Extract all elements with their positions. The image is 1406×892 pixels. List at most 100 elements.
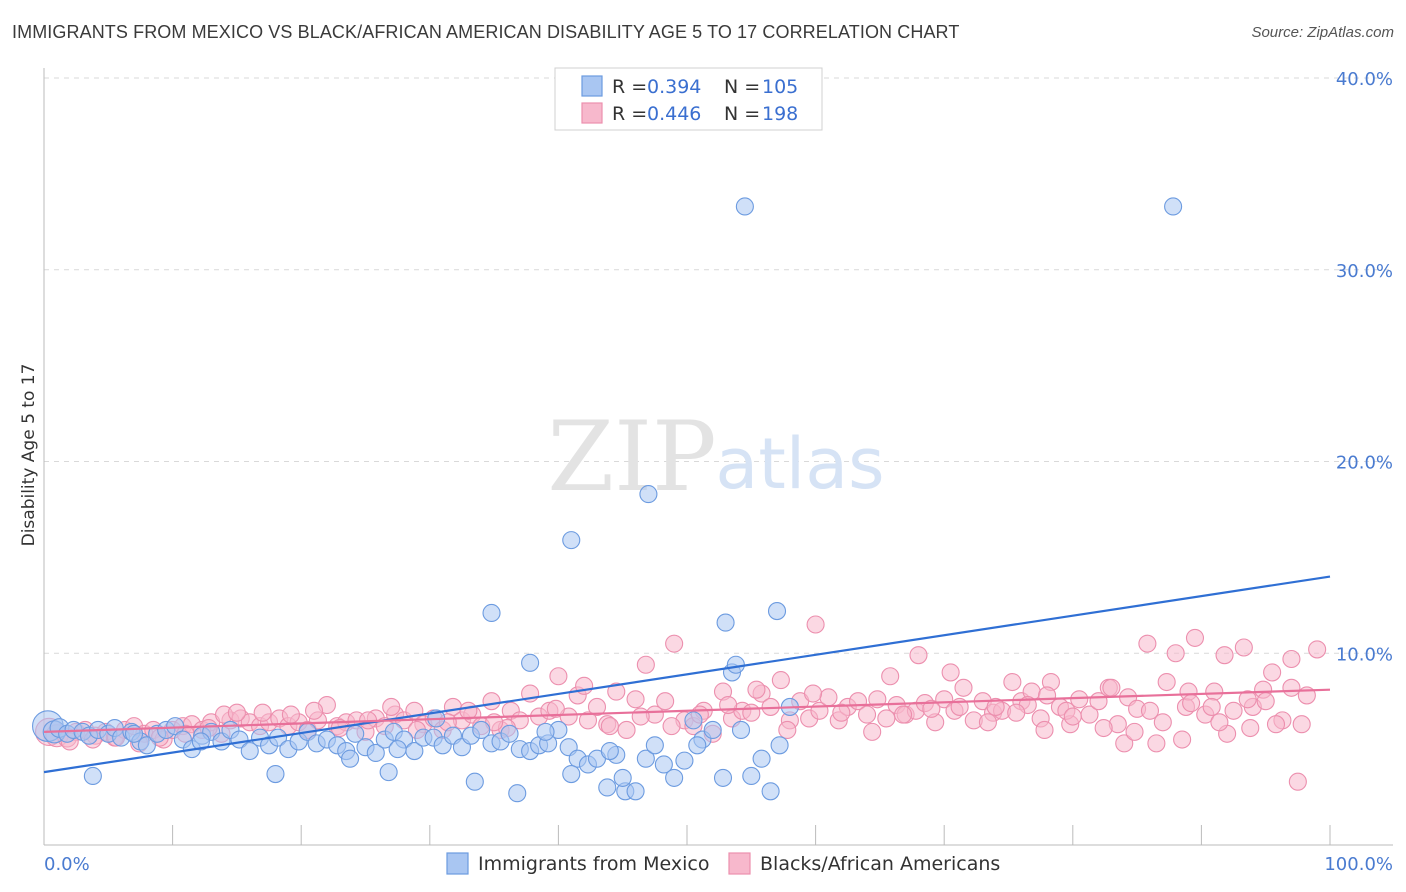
blue-point-83 xyxy=(465,772,484,791)
pink-point-117 xyxy=(1166,644,1185,663)
pink-point-172 xyxy=(1007,703,1026,722)
blue-point-24 xyxy=(240,741,259,761)
pink-point-141 xyxy=(986,697,1005,716)
blue-point-61 xyxy=(598,778,617,797)
legend-r-label-blue: R = xyxy=(612,76,647,98)
x-tick-label-1: 100.0% xyxy=(1324,854,1393,875)
pink-point-152 xyxy=(305,701,324,720)
pink-point-153 xyxy=(382,697,401,716)
pink-point-192 xyxy=(281,705,300,724)
legend-n-value-blue: 105 xyxy=(762,76,798,98)
pink-point-164 xyxy=(778,720,797,740)
y-tick-label-3: 40.0% xyxy=(1336,69,1393,90)
legend-r-value-blue: 0.394 xyxy=(647,76,701,98)
watermark: ZIP atlas xyxy=(547,401,884,513)
pink-point-182 xyxy=(1282,678,1301,697)
pink-point-177 xyxy=(1153,713,1172,732)
blue-point-93 xyxy=(767,602,787,621)
pink-point-76 xyxy=(771,671,790,690)
blue-point-77 xyxy=(752,749,771,768)
pink-point-95 xyxy=(954,678,973,697)
pink-point-53 xyxy=(549,667,568,686)
pink-point-129 xyxy=(1282,649,1301,669)
legend-r-value-pink: 0.446 xyxy=(647,103,701,125)
blue-point-94 xyxy=(735,197,754,216)
pink-point-133 xyxy=(806,615,825,634)
bottom-legend-swatch-blue xyxy=(446,852,469,875)
pink-point-173 xyxy=(1035,720,1054,740)
pink-point-124 xyxy=(1234,638,1253,657)
pink-point-162 xyxy=(719,695,738,715)
pink-point-168 xyxy=(893,705,913,724)
blue-point-78 xyxy=(761,782,780,801)
pink-point-73 xyxy=(742,703,761,722)
blue-point-82 xyxy=(266,765,285,784)
chart-title: IMMIGRANTS FROM MEXICO VS BLACK/AFRICAN … xyxy=(12,22,960,42)
blue-point-37 xyxy=(366,743,385,763)
chart-source: Source: ZipAtlas.com xyxy=(1251,24,1394,41)
legend-n-label-pink: N = xyxy=(724,103,760,125)
pink-point-176 xyxy=(1125,722,1144,741)
blue-point-72 xyxy=(703,720,722,740)
pink-point-61 xyxy=(626,690,645,709)
pink-point-166 xyxy=(832,703,851,722)
pink-point-180 xyxy=(1238,690,1257,709)
pink-trend-line xyxy=(43,688,1331,733)
y-axis-title: Disability Age 5 to 17 xyxy=(19,364,39,547)
y-tick-label-1: 20.0% xyxy=(1336,453,1393,474)
pink-point-171 xyxy=(978,713,997,732)
blue-point-98 xyxy=(600,741,619,761)
blue-point-81 xyxy=(83,766,102,786)
blue-point-73 xyxy=(713,768,733,787)
correlation-legend: R = 0.394 N = 105 R = 0.446 N = 198 xyxy=(554,67,823,131)
watermark-zip: ZIP xyxy=(547,401,716,513)
pink-point-60 xyxy=(617,720,636,740)
pink-point-87 xyxy=(877,709,896,728)
pink-point-178 xyxy=(1182,694,1201,713)
bottom-legend-label-blue: Immigrants from Mexico xyxy=(478,853,709,875)
pink-point-138 xyxy=(1173,730,1192,749)
blue-point-68 xyxy=(665,768,684,787)
blue-point-65 xyxy=(636,749,655,768)
pink-point-144 xyxy=(1115,734,1134,753)
blue-point-97 xyxy=(688,736,707,755)
pink-point-115 xyxy=(1147,734,1166,753)
pink-point-159 xyxy=(631,707,650,726)
blue-point-96 xyxy=(521,653,540,672)
series-blue-points xyxy=(32,197,1183,803)
blue-point-95 xyxy=(1164,197,1183,216)
grid-lines xyxy=(44,77,1393,654)
blue-point-92 xyxy=(726,655,745,674)
pink-point-140 xyxy=(909,646,928,665)
pink-point-46 xyxy=(482,692,501,711)
blue-point-69 xyxy=(675,751,694,770)
legend-swatch-pink xyxy=(581,102,603,124)
blue-point-16 xyxy=(166,717,185,736)
series-legend: Immigrants from Mexico Blacks/African Am… xyxy=(446,852,1000,875)
pink-point-163 xyxy=(747,680,766,699)
axes xyxy=(43,68,1393,846)
blue-point-70 xyxy=(684,711,703,730)
pink-point-134 xyxy=(941,663,960,682)
pink-point-181 xyxy=(1266,715,1286,734)
blue-point-84 xyxy=(379,763,398,782)
blue-point-66 xyxy=(645,736,664,755)
pink-point-127 xyxy=(1263,663,1282,682)
pink-point-123 xyxy=(1224,701,1243,720)
pink-point-57 xyxy=(587,697,607,716)
pink-point-136 xyxy=(1102,678,1121,697)
blue-point-88 xyxy=(482,603,501,623)
pink-point-145 xyxy=(1140,701,1160,720)
blue-point-100 xyxy=(191,732,210,751)
pink-point-156 xyxy=(546,699,565,718)
trend-lines xyxy=(43,575,1331,774)
pink-point-114 xyxy=(1138,634,1157,653)
y-tick-label-0: 10.0% xyxy=(1336,644,1393,665)
pink-point-165 xyxy=(803,684,823,703)
pink-point-65 xyxy=(665,634,684,653)
pink-point-62 xyxy=(636,655,655,674)
pink-point-100 xyxy=(1003,672,1022,692)
blue-point-64 xyxy=(626,782,645,801)
pink-point-150 xyxy=(1292,715,1311,734)
